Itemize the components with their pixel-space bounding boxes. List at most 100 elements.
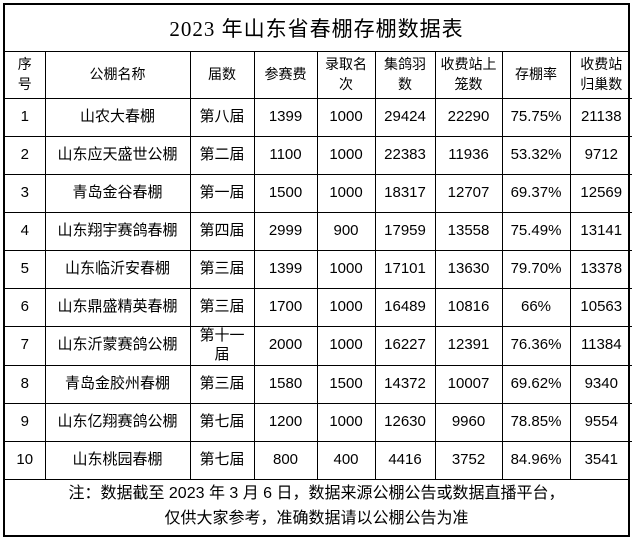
cell-caged: 3752 bbox=[434, 440, 503, 479]
cell-caged: 12707 bbox=[434, 174, 503, 213]
cell-collected: 14372 bbox=[374, 364, 436, 404]
cell-homed: 3541 bbox=[569, 440, 632, 479]
cell-idx: 7 bbox=[5, 326, 46, 366]
cell-idx: 3 bbox=[5, 174, 46, 213]
column-header-rank: 录取名次 bbox=[316, 52, 376, 99]
cell-name: 山东临沂安春棚 bbox=[44, 250, 191, 289]
footnote: 注：数据截至 2023 年 3 月 6 日，数据来源公棚公告或数据直播平台， 仅… bbox=[5, 478, 628, 536]
column-header-idx: 序号 bbox=[5, 52, 46, 99]
cell-session: 第四届 bbox=[189, 212, 255, 251]
cell-caged: 10007 bbox=[434, 364, 503, 404]
cell-session: 第三届 bbox=[189, 250, 255, 289]
cell-session: 第二届 bbox=[189, 136, 255, 175]
cell-fee: 1500 bbox=[253, 174, 318, 213]
cell-fee: 1399 bbox=[253, 98, 318, 137]
cell-rate: 66% bbox=[501, 288, 571, 327]
cell-caged: 10816 bbox=[434, 288, 503, 327]
table-row: 9 山东亿翔赛鸽公棚 第七届 1200 1000 12630 9960 78.8… bbox=[5, 402, 632, 442]
cell-rate: 79.70% bbox=[501, 250, 571, 289]
cell-name: 山东翔宇赛鸽春棚 bbox=[44, 212, 191, 251]
column-header-session: 届数 bbox=[189, 52, 255, 99]
table-row: 1 山农大春棚 第八届 1399 1000 29424 22290 75.75%… bbox=[5, 98, 632, 137]
cell-fee: 1700 bbox=[253, 288, 318, 327]
data-table: 序号 公棚名称 届数 参赛费 录取名次 集鸽羽数 收费站上笼数 存棚率 收费站归… bbox=[5, 52, 632, 479]
cell-rank: 900 bbox=[316, 212, 376, 251]
cell-name: 山东桃园春棚 bbox=[44, 440, 191, 479]
table-row: 4 山东翔宇赛鸽春棚 第四届 2999 900 17959 13558 75.4… bbox=[5, 212, 632, 251]
column-header-rate: 存棚率 bbox=[501, 52, 571, 99]
cell-rank: 1000 bbox=[316, 288, 376, 327]
cell-homed: 9340 bbox=[569, 364, 632, 404]
cell-idx: 4 bbox=[5, 212, 46, 251]
column-header-homed: 收费站归巢数 bbox=[569, 52, 632, 99]
cell-rate: 75.75% bbox=[501, 98, 571, 137]
cell-idx: 10 bbox=[5, 440, 46, 479]
cell-collected: 18317 bbox=[374, 174, 436, 213]
cell-collected: 17101 bbox=[374, 250, 436, 289]
table-row: 5 山东临沂安春棚 第三届 1399 1000 17101 13630 79.7… bbox=[5, 250, 632, 289]
cell-session: 第十一届 bbox=[189, 326, 255, 366]
cell-session: 第一届 bbox=[189, 174, 255, 213]
cell-rate: 53.32% bbox=[501, 136, 571, 175]
footnote-line-1: 注：数据截至 2023 年 3 月 6 日，数据来源公棚公告或数据直播平台， bbox=[68, 485, 565, 503]
cell-caged: 9960 bbox=[434, 402, 503, 442]
table-row: 8 青岛金胶州春棚 第三届 1580 1500 14372 10007 69.6… bbox=[5, 364, 632, 404]
cell-fee: 1580 bbox=[253, 364, 318, 404]
cell-caged: 11936 bbox=[434, 136, 503, 175]
cell-name: 山东应天盛世公棚 bbox=[44, 136, 191, 175]
cell-homed: 11384 bbox=[569, 326, 632, 366]
cell-fee: 1200 bbox=[253, 402, 318, 442]
cell-idx: 9 bbox=[5, 402, 46, 442]
cell-rank: 1000 bbox=[316, 174, 376, 213]
cell-caged: 13558 bbox=[434, 212, 503, 251]
cell-rate: 84.96% bbox=[501, 440, 571, 479]
header-row: 序号 公棚名称 届数 参赛费 录取名次 集鸽羽数 收费站上笼数 存棚率 收费站归… bbox=[5, 52, 632, 99]
table-row: 3 青岛金谷春棚 第一届 1500 1000 18317 12707 69.37… bbox=[5, 174, 632, 213]
cell-session: 第三届 bbox=[189, 288, 255, 327]
column-header-name: 公棚名称 bbox=[44, 52, 191, 99]
cell-rank: 400 bbox=[316, 440, 376, 479]
cell-name: 山东鼎盛精英春棚 bbox=[44, 288, 191, 327]
table-row: 10 山东桃园春棚 第七届 800 400 4416 3752 84.96% 3… bbox=[5, 440, 632, 479]
cell-name: 青岛金胶州春棚 bbox=[44, 364, 191, 404]
cell-collected: 12630 bbox=[374, 402, 436, 442]
cell-rank: 1000 bbox=[316, 250, 376, 289]
cell-fee: 2000 bbox=[253, 326, 318, 366]
cell-idx: 1 bbox=[5, 98, 46, 137]
cell-caged: 13630 bbox=[434, 250, 503, 289]
table-row: 2 山东应天盛世公棚 第二届 1100 1000 22383 11936 53.… bbox=[5, 136, 632, 175]
cell-fee: 1399 bbox=[253, 250, 318, 289]
cell-collected: 22383 bbox=[374, 136, 436, 175]
cell-fee: 2999 bbox=[253, 212, 318, 251]
cell-collected: 16489 bbox=[374, 288, 436, 327]
cell-idx: 6 bbox=[5, 288, 46, 327]
page-title: 2023 年山东省春棚存棚数据表 bbox=[5, 5, 628, 52]
cell-session: 第八届 bbox=[189, 98, 255, 137]
column-header-collected: 集鸽羽数 bbox=[374, 52, 436, 99]
cell-name: 山东沂蒙赛鸽公棚 bbox=[44, 326, 191, 366]
cell-fee: 1100 bbox=[253, 136, 318, 175]
table-frame: 2023 年山东省春棚存棚数据表 序号 公棚名称 届数 参赛费 录取名次 集鸽羽… bbox=[3, 3, 632, 537]
cell-homed: 10563 bbox=[569, 288, 632, 327]
cell-rate: 75.49% bbox=[501, 212, 571, 251]
table-row: 7 山东沂蒙赛鸽公棚 第十一届 2000 1000 16227 12391 76… bbox=[5, 326, 632, 366]
cell-collected: 17959 bbox=[374, 212, 436, 251]
cell-rank: 1000 bbox=[316, 98, 376, 137]
cell-caged: 22290 bbox=[434, 98, 503, 137]
cell-homed: 9554 bbox=[569, 402, 632, 442]
cell-name: 山东亿翔赛鸽公棚 bbox=[44, 402, 191, 442]
cell-rate: 69.37% bbox=[501, 174, 571, 213]
cell-name: 青岛金谷春棚 bbox=[44, 174, 191, 213]
cell-rank: 1000 bbox=[316, 402, 376, 442]
cell-caged: 12391 bbox=[434, 326, 503, 366]
cell-idx: 8 bbox=[5, 364, 46, 404]
cell-idx: 2 bbox=[5, 136, 46, 175]
cell-homed: 13141 bbox=[569, 212, 632, 251]
footnote-line-2: 仅供大家参考，准确数据请以公棚公告为准 bbox=[164, 510, 469, 528]
cell-homed: 9712 bbox=[569, 136, 632, 175]
cell-homed: 13378 bbox=[569, 250, 632, 289]
cell-collected: 16227 bbox=[374, 326, 436, 366]
cell-rate: 69.62% bbox=[501, 364, 571, 404]
table-row: 6 山东鼎盛精英春棚 第三届 1700 1000 16489 10816 66%… bbox=[5, 288, 632, 327]
cell-homed: 21138 bbox=[569, 98, 632, 137]
